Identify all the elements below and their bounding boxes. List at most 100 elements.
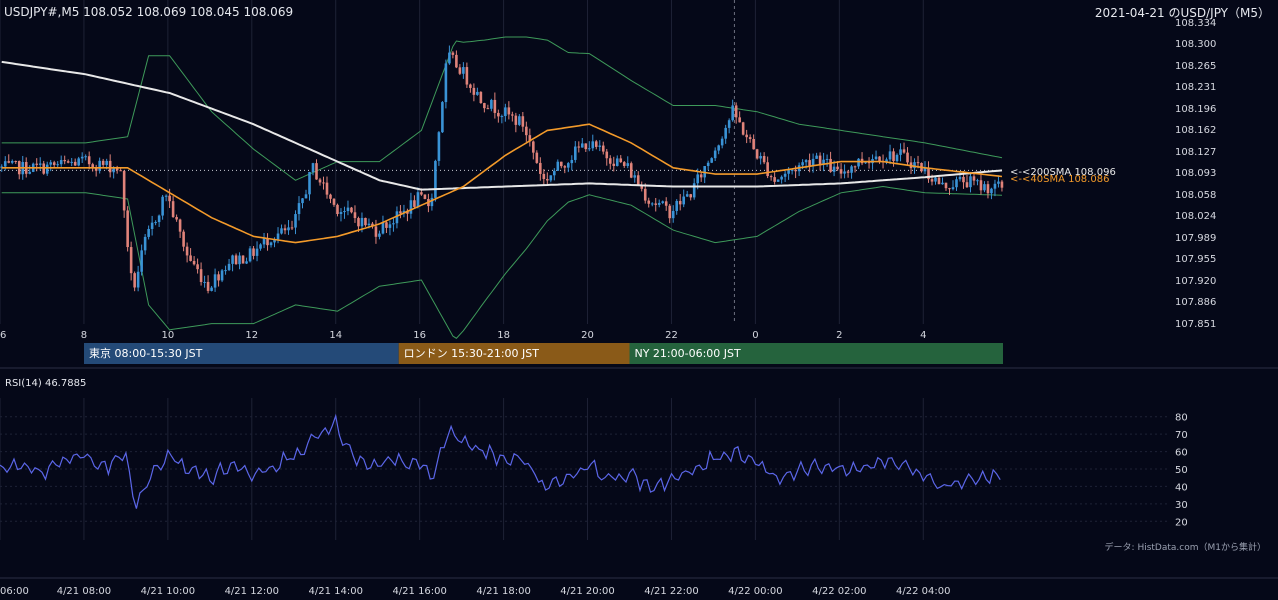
candle-up	[566, 163, 570, 168]
candle-down	[318, 179, 322, 183]
sma200-line	[1, 60, 1003, 191]
candle-down	[199, 269, 203, 282]
candle-down	[329, 194, 332, 199]
candle-down	[52, 162, 56, 165]
candle-down	[283, 228, 287, 231]
candle-up	[245, 261, 248, 264]
candle-down	[73, 161, 77, 166]
candle-up	[112, 167, 115, 173]
candle-up	[573, 146, 577, 160]
candle-down	[182, 231, 185, 247]
rsi-tick-label: 20	[1175, 517, 1188, 528]
price-tick-label: 107.955	[1175, 254, 1216, 265]
candle-up	[434, 160, 437, 198]
candle-up	[297, 203, 301, 215]
price-tick-label: 108.058	[1175, 190, 1216, 201]
candle-up	[80, 156, 84, 159]
candle-down	[563, 166, 567, 168]
candle-up	[378, 233, 381, 237]
candle-up	[490, 99, 493, 109]
candle-down	[371, 223, 374, 227]
rsi-tick-label: 40	[1175, 482, 1188, 493]
candle-down	[94, 167, 98, 171]
price-tick-label: 107.989	[1175, 233, 1216, 244]
session-band	[84, 343, 399, 364]
candle-down	[906, 152, 909, 163]
candle-up	[339, 212, 343, 215]
candle-up	[49, 162, 53, 165]
candle-up	[710, 158, 713, 163]
candle-down	[986, 184, 990, 194]
candle-down	[839, 169, 843, 174]
candle-down	[647, 200, 651, 204]
candle-down	[514, 115, 518, 125]
hour-tick-label: 8	[81, 330, 87, 341]
candle-down	[497, 112, 500, 117]
candle-up	[38, 163, 42, 165]
candle-down	[601, 145, 605, 152]
candle-up	[430, 197, 434, 207]
candle-up	[815, 155, 818, 159]
candle-down	[546, 179, 549, 181]
candle-up	[444, 63, 448, 103]
candle-down	[741, 122, 745, 135]
candle-down	[336, 204, 339, 215]
candle-down	[622, 162, 626, 166]
candle-up	[98, 160, 101, 171]
candle-up	[850, 166, 853, 173]
candle-up	[717, 145, 720, 151]
candle-down	[385, 222, 388, 228]
candle-down	[192, 260, 196, 265]
candle-down	[241, 255, 245, 264]
hour-tick-label: 14	[329, 330, 342, 341]
candle-down	[846, 171, 850, 173]
candle-down	[643, 188, 647, 201]
price-tick-label: 108.127	[1175, 147, 1216, 158]
candle-down	[455, 54, 458, 68]
candle-down	[178, 219, 182, 232]
rsi-label: RSI(14) 46.7885	[5, 378, 86, 389]
candle-up	[874, 156, 878, 160]
bollinger-lower-line	[1, 185, 1003, 339]
candle-up	[220, 270, 224, 281]
candle-down	[528, 135, 532, 142]
candle-down	[892, 151, 895, 162]
candle-up	[416, 192, 420, 207]
rsi-tick-label: 50	[1175, 465, 1188, 476]
hour-tick-label: 22	[665, 330, 678, 341]
candle-up	[832, 166, 836, 172]
candle-up	[346, 207, 350, 212]
candle-down	[14, 161, 18, 163]
candle-up	[381, 222, 385, 234]
candle-down	[965, 182, 969, 188]
candle-up	[776, 179, 780, 182]
candle-down	[521, 116, 525, 127]
price-tick-label: 108.231	[1175, 82, 1216, 93]
candle-down	[738, 117, 741, 123]
candle-up	[84, 156, 87, 158]
candle-down	[423, 194, 427, 199]
candle-up	[224, 270, 227, 272]
candle-down	[171, 201, 175, 218]
candle-up	[724, 127, 727, 139]
rsi-tick-label: 80	[1175, 413, 1188, 424]
candle-up	[801, 162, 804, 166]
candle-down	[699, 174, 703, 178]
candle-up	[713, 150, 717, 159]
candle-up	[958, 176, 962, 180]
candle-up	[255, 248, 259, 256]
candle-up	[811, 158, 815, 166]
candle-down	[560, 161, 563, 167]
candle-up	[976, 180, 979, 182]
candle-up	[56, 164, 60, 166]
candle-down	[867, 162, 871, 164]
candle-down	[35, 163, 39, 165]
candle-down	[836, 166, 839, 170]
candle-down	[126, 210, 129, 248]
price-tick-label: 108.196	[1175, 104, 1216, 115]
candle-up	[682, 196, 686, 205]
candle-up	[843, 171, 846, 174]
candle-down	[752, 138, 755, 150]
candle-down	[234, 255, 238, 265]
candle-up	[140, 250, 143, 272]
